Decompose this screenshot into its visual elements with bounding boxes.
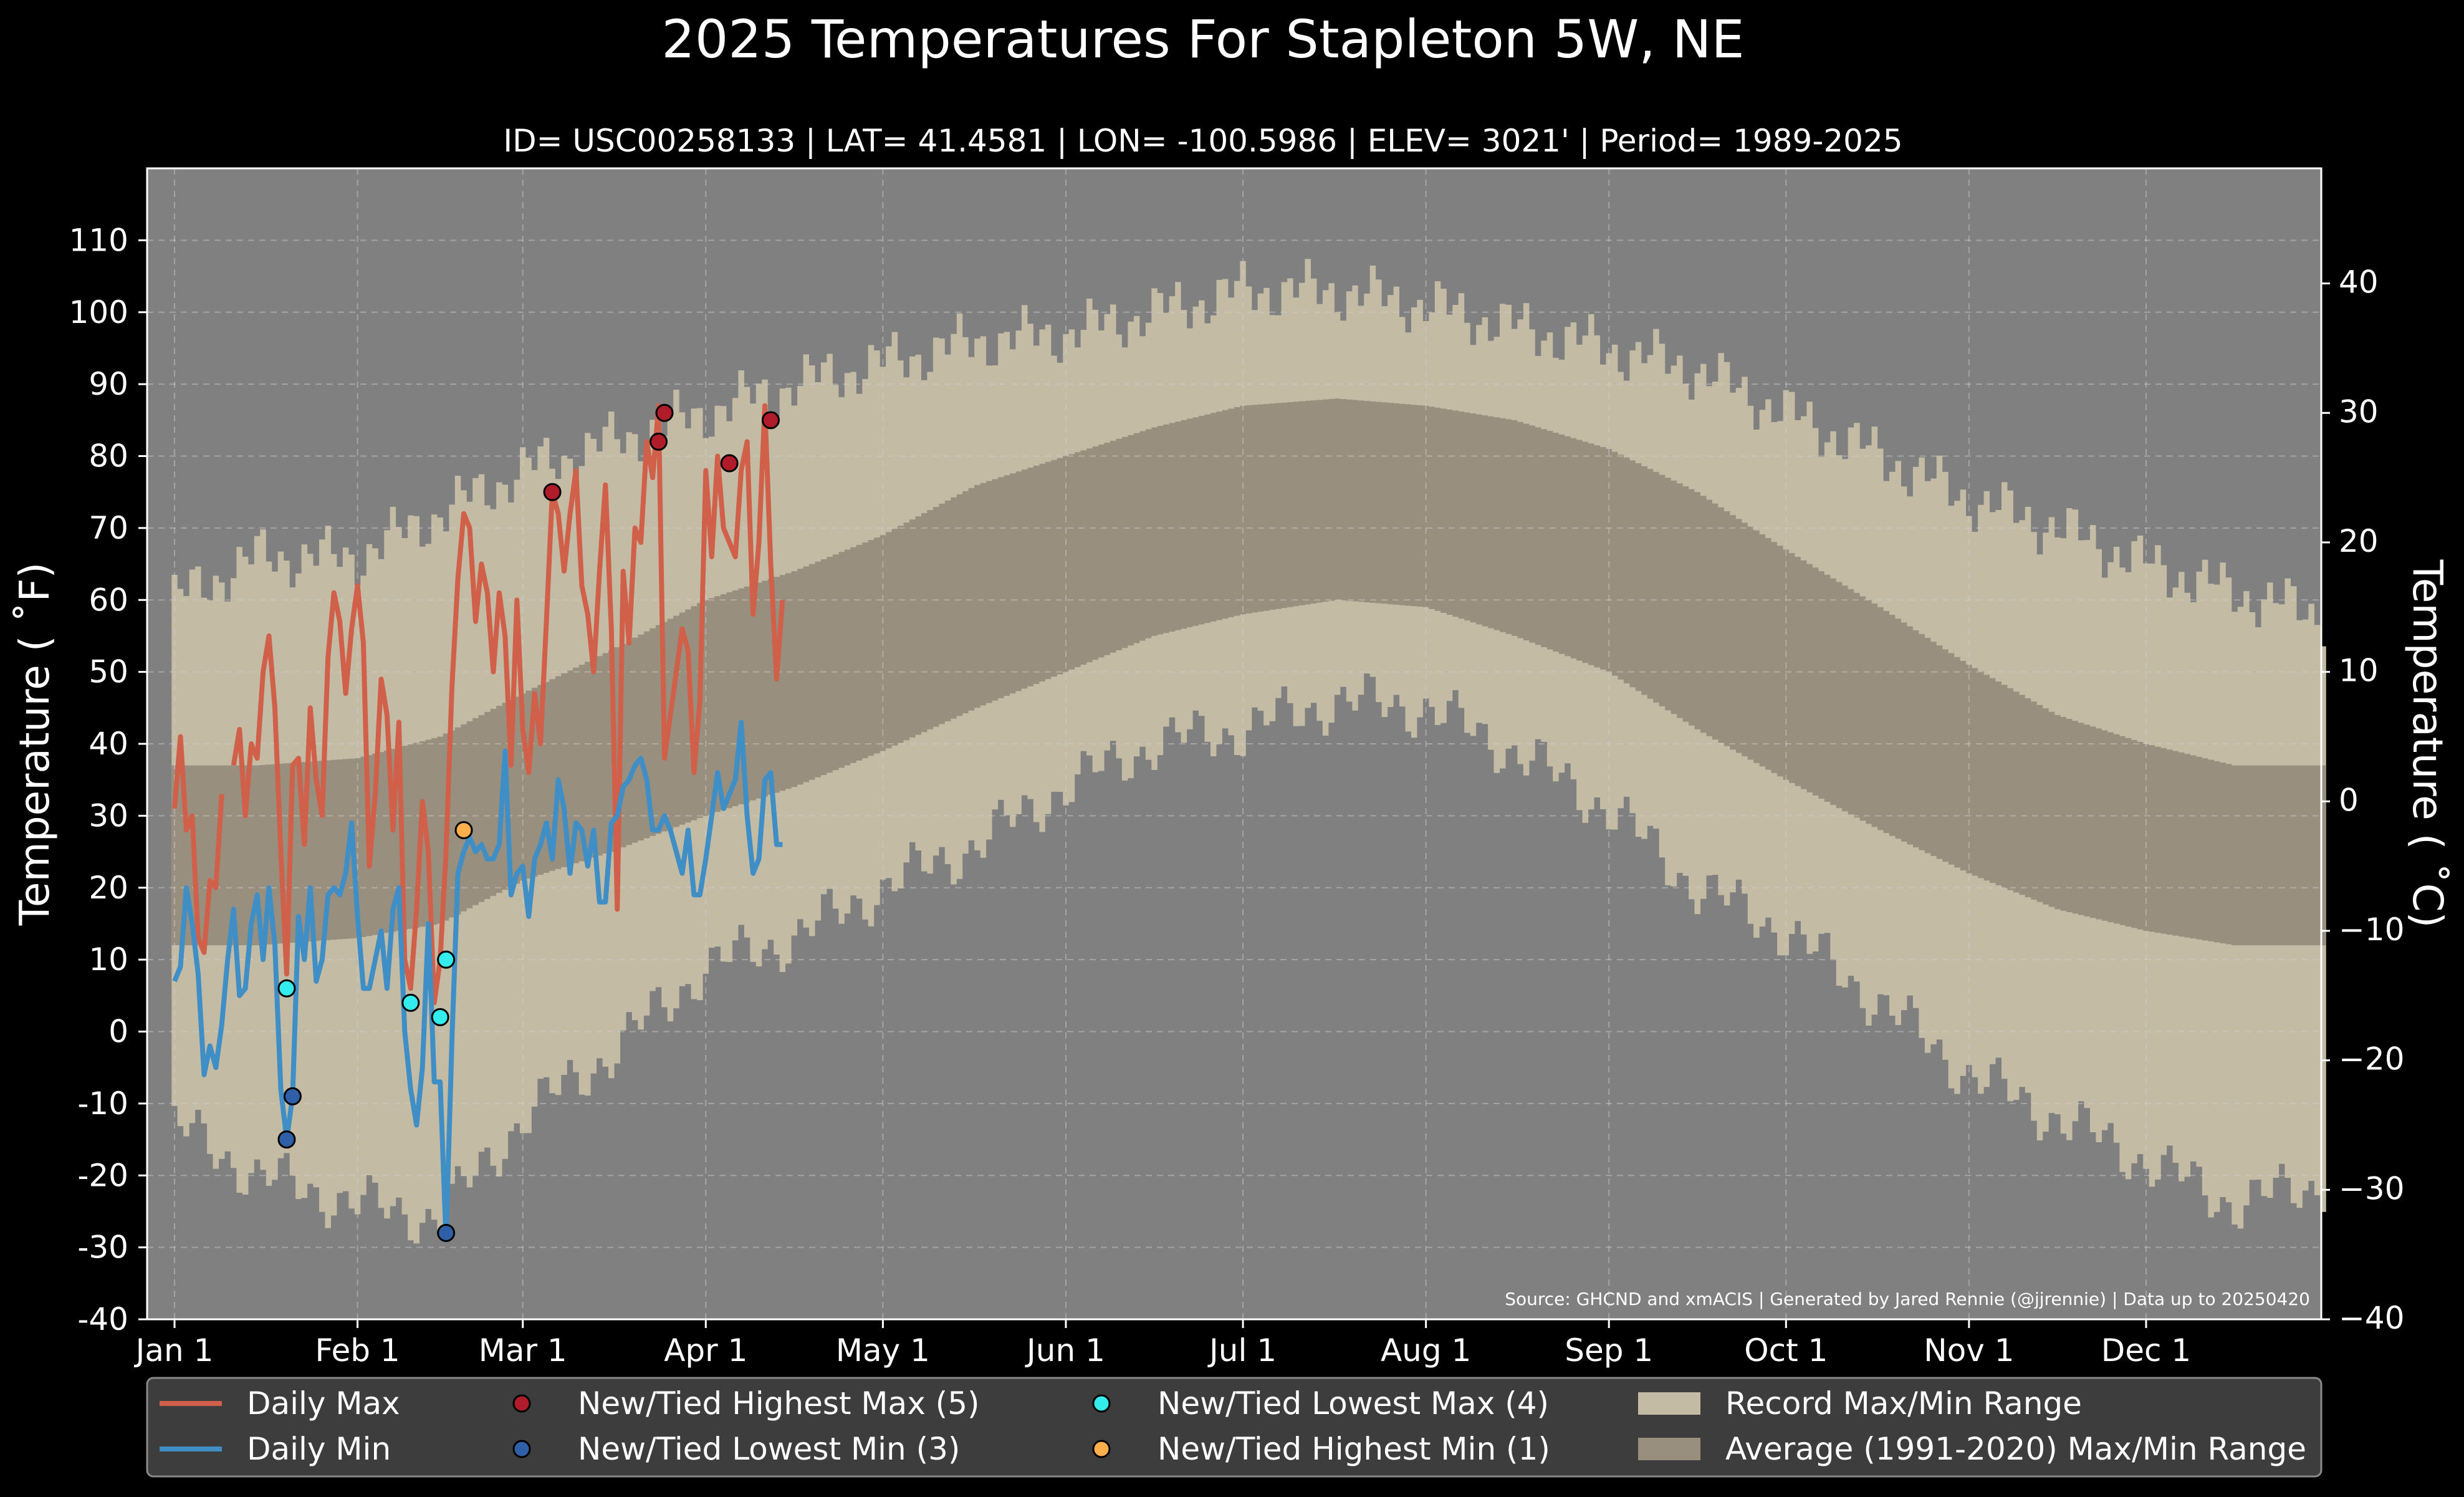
chart-title: 2025 Temperatures For Stapleton 5W, NE xyxy=(661,9,1744,70)
record-marker xyxy=(454,821,473,839)
y-tick-label: 90 xyxy=(89,366,128,402)
record-marker xyxy=(543,483,562,501)
legend-swatch xyxy=(1092,1394,1111,1413)
legend-label: New/Tied Lowest Min (3) xyxy=(578,1431,960,1467)
y-tick-label: -20 xyxy=(77,1157,128,1193)
record-marker xyxy=(437,950,456,969)
record-marker xyxy=(761,411,780,430)
record-marker xyxy=(431,1008,449,1026)
x-tick-label: Jan 1 xyxy=(134,1332,214,1369)
y2-tick-label: 0 xyxy=(2339,782,2359,818)
x-tick-label: May 1 xyxy=(836,1332,930,1369)
x-axis: Jan 1 Feb 1 Mar 1 Apr 1 May 1 Jun 1 Jul 1 Aug 1… xyxy=(134,1319,2191,1369)
y-axis-right-label: Temperature ( ˚C) xyxy=(2404,559,2452,928)
legend-label: New/Tied Highest Max (5) xyxy=(578,1385,980,1422)
record-marker xyxy=(437,1224,456,1243)
y-tick-label: -40 xyxy=(77,1301,128,1337)
y-tick-label: 110 xyxy=(69,222,128,258)
y-axis-left: -40 -30 -20 -10 0 10 20 30 40 50 60 70 80 90 100 110 xyxy=(69,222,147,1337)
daily-max-line xyxy=(172,403,785,1006)
record-marker xyxy=(655,403,674,422)
y2-tick-label: 40 xyxy=(2339,264,2379,301)
legend-swatch xyxy=(1638,1438,1700,1460)
x-tick-label: Nov 1 xyxy=(1924,1332,2014,1369)
legend-swatch xyxy=(1092,1440,1111,1458)
record-marker xyxy=(720,454,739,473)
x-tick-label: Jun 1 xyxy=(1025,1332,1105,1369)
x-tick-label: Jul 1 xyxy=(1207,1332,1277,1369)
record-marker xyxy=(277,979,296,998)
legend-box xyxy=(146,1377,2323,1478)
y-tick-label: 10 xyxy=(89,941,128,978)
legend-label: Daily Max xyxy=(247,1385,400,1422)
y2-tick-label: 10 xyxy=(2339,653,2379,689)
daily-min-line xyxy=(172,720,783,1243)
y2-tick-label: 30 xyxy=(2339,393,2379,430)
y2-tick-label: −40 xyxy=(2339,1300,2405,1336)
source-note: Source: GHCND and xmACIS | Generated by … xyxy=(1505,1289,2310,1309)
x-tick-label: Apr 1 xyxy=(664,1332,747,1369)
y-axis-left-label: Temperature ( ˚F) xyxy=(11,562,59,927)
x-tick-label: Oct 1 xyxy=(1744,1332,1828,1369)
record-marker xyxy=(277,1130,296,1149)
x-tick-label: Sep 1 xyxy=(1565,1332,1653,1369)
y2-tick-label: −30 xyxy=(2339,1170,2405,1206)
y-tick-label: 0 xyxy=(108,1014,128,1050)
y-tick-label: 30 xyxy=(89,797,128,834)
legend-swatch xyxy=(512,1394,531,1413)
chart-subtitle: ID= USC00258133 | LAT= 41.4581 | LON= -1… xyxy=(503,123,1902,159)
legend-label: Average (1991-2020) Max/Min Range xyxy=(1725,1431,2306,1467)
record-marker xyxy=(283,1087,302,1105)
daily-series xyxy=(172,403,785,1243)
y2-tick-label: −20 xyxy=(2339,1041,2405,1077)
legend-swatch xyxy=(512,1440,531,1458)
x-tick-label: Dec 1 xyxy=(2101,1332,2191,1369)
legend-label: Record Max/Min Range xyxy=(1725,1385,2082,1422)
y-tick-label: 20 xyxy=(89,870,128,906)
x-tick-label: Feb 1 xyxy=(315,1332,400,1369)
y-tick-label: -30 xyxy=(77,1230,128,1266)
legend-swatch xyxy=(1638,1392,1700,1415)
legend-label: New/Tied Lowest Max (4) xyxy=(1158,1385,1549,1422)
x-tick-label: Mar 1 xyxy=(479,1332,567,1369)
legend: Daily Max Daily Min New/Tied Highest Max (… xyxy=(146,1377,2323,1478)
legend-label: New/Tied Highest Min (1) xyxy=(1158,1431,1550,1467)
y-tick-label: 50 xyxy=(89,654,128,690)
record-marker xyxy=(650,432,668,451)
y-tick-label: 70 xyxy=(89,510,128,546)
y-tick-label: 80 xyxy=(89,438,128,474)
y-axis-right: −40 −30 −20 −10 0 10 20 30 40 xyxy=(2321,264,2405,1336)
x-tick-label: Aug 1 xyxy=(1381,1332,1471,1369)
record-markers xyxy=(277,403,780,1243)
y2-tick-label: −10 xyxy=(2339,912,2405,948)
legend-label: Daily Min xyxy=(247,1431,391,1467)
y-tick-label: 60 xyxy=(89,582,128,618)
y-tick-label: 100 xyxy=(69,294,128,330)
y2-tick-label: 20 xyxy=(2339,523,2379,559)
record-marker xyxy=(401,993,420,1012)
y-tick-label: 40 xyxy=(89,726,128,762)
y-tick-label: -10 xyxy=(77,1085,128,1122)
